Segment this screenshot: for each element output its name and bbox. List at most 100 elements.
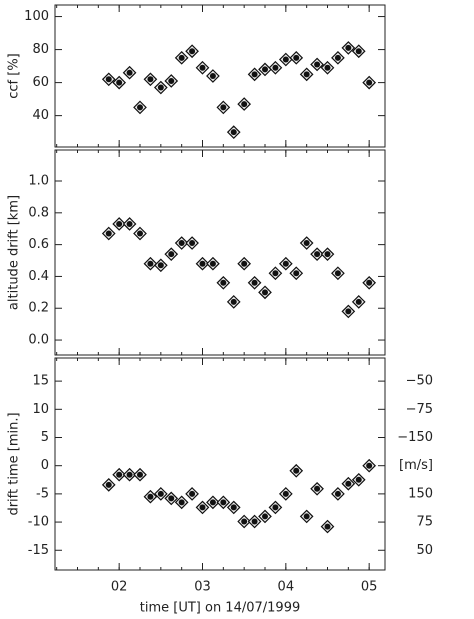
data-point bbox=[143, 489, 158, 504]
data-point bbox=[341, 304, 356, 319]
data-point bbox=[362, 75, 377, 90]
data-point bbox=[195, 500, 210, 515]
marker-dot bbox=[262, 289, 268, 296]
y-tick-label: 0 bbox=[41, 458, 49, 473]
marker-dot bbox=[126, 471, 133, 478]
data-point bbox=[206, 69, 220, 83]
y-tick-label: -10 bbox=[28, 515, 49, 530]
data-point bbox=[206, 495, 220, 510]
marker-dot bbox=[105, 76, 112, 83]
data-point bbox=[164, 74, 179, 88]
marker-dot bbox=[126, 69, 133, 76]
y-axis-label: ccf [%] bbox=[7, 53, 22, 99]
data-point bbox=[164, 491, 179, 506]
data-point bbox=[310, 57, 324, 72]
marker-dot bbox=[116, 220, 123, 227]
data-point bbox=[258, 285, 272, 300]
marker-dot bbox=[137, 104, 143, 111]
marker-dot bbox=[293, 467, 300, 474]
marker-dot bbox=[105, 230, 112, 237]
marker-dot bbox=[178, 54, 185, 61]
data-point bbox=[268, 500, 283, 515]
marker-dot bbox=[189, 48, 196, 55]
marker-dot bbox=[272, 64, 279, 71]
data-point bbox=[278, 256, 293, 271]
y-tick-label: 60 bbox=[32, 75, 49, 90]
data-point bbox=[237, 97, 252, 111]
data-point bbox=[278, 487, 293, 501]
marker-dot bbox=[272, 270, 279, 277]
marker-dot bbox=[282, 490, 289, 497]
data-point bbox=[362, 458, 377, 473]
y-tick-label: 40 bbox=[32, 108, 49, 123]
data-point bbox=[341, 476, 356, 491]
data-point bbox=[258, 62, 272, 77]
data-point bbox=[351, 472, 366, 487]
data-point bbox=[247, 514, 262, 529]
marker-dot bbox=[262, 66, 268, 73]
data-point bbox=[226, 125, 241, 139]
y-tick-label: 0.2 bbox=[28, 301, 49, 316]
data-point bbox=[351, 44, 366, 59]
data-point bbox=[258, 509, 272, 524]
marker-dot bbox=[345, 44, 352, 51]
marker-dot bbox=[293, 270, 300, 277]
data-point bbox=[185, 487, 199, 501]
marker-dot bbox=[209, 499, 216, 506]
panel-frame bbox=[54, 357, 386, 571]
y2-tick-label: −75 bbox=[406, 402, 433, 417]
marker-dot bbox=[334, 54, 341, 61]
marker-dot bbox=[334, 490, 341, 497]
data-point bbox=[164, 247, 179, 262]
data-point bbox=[289, 50, 304, 65]
y-tick-label: -5 bbox=[36, 486, 49, 501]
marker-dot bbox=[116, 471, 123, 478]
marker-dot bbox=[137, 230, 143, 237]
marker-dot bbox=[209, 73, 216, 79]
y-tick-label: 0.6 bbox=[28, 237, 49, 252]
marker-dot bbox=[324, 64, 331, 71]
y-tick-label: 100 bbox=[24, 9, 49, 24]
marker-dot bbox=[282, 56, 289, 63]
data-point bbox=[310, 481, 324, 496]
data-point bbox=[101, 72, 116, 87]
data-point bbox=[206, 256, 220, 271]
marker-dot bbox=[303, 513, 310, 520]
y2-tick-label: 150 bbox=[408, 486, 433, 501]
marker-dot bbox=[324, 251, 331, 258]
marker-dot bbox=[105, 481, 112, 488]
marker-dot bbox=[178, 499, 185, 506]
data-point bbox=[185, 44, 199, 59]
marker-dot bbox=[157, 84, 164, 91]
marker-dot bbox=[303, 240, 310, 247]
data-point bbox=[320, 60, 335, 75]
data-point bbox=[247, 275, 262, 290]
data-point bbox=[143, 72, 158, 87]
data-point bbox=[216, 275, 231, 290]
marker-dot bbox=[345, 308, 352, 315]
marker-dot bbox=[157, 490, 164, 497]
y2-tick-label: −50 bbox=[406, 374, 433, 389]
marker-dot bbox=[303, 71, 310, 78]
marker-dot bbox=[209, 260, 216, 267]
x-tick-label: 04 bbox=[278, 580, 295, 595]
data-point bbox=[122, 467, 137, 482]
y2-tick-label: 75 bbox=[416, 515, 433, 530]
data-point bbox=[237, 256, 252, 271]
data-point bbox=[133, 467, 147, 482]
marker-dot bbox=[262, 513, 268, 520]
marker-dot bbox=[251, 279, 258, 286]
y2-tick-label: −150 bbox=[397, 430, 433, 445]
y2-tick-label: 50 bbox=[416, 543, 433, 558]
marker-dot bbox=[168, 251, 175, 258]
marker-dot bbox=[168, 495, 175, 502]
data-point bbox=[133, 226, 147, 241]
data-point bbox=[185, 236, 199, 250]
data-point bbox=[289, 463, 304, 478]
marker-dot bbox=[293, 54, 300, 61]
x-tick-label: 03 bbox=[194, 580, 211, 595]
marker-dot bbox=[345, 480, 352, 487]
marker-dot bbox=[241, 518, 248, 525]
marker-dot bbox=[314, 485, 321, 492]
